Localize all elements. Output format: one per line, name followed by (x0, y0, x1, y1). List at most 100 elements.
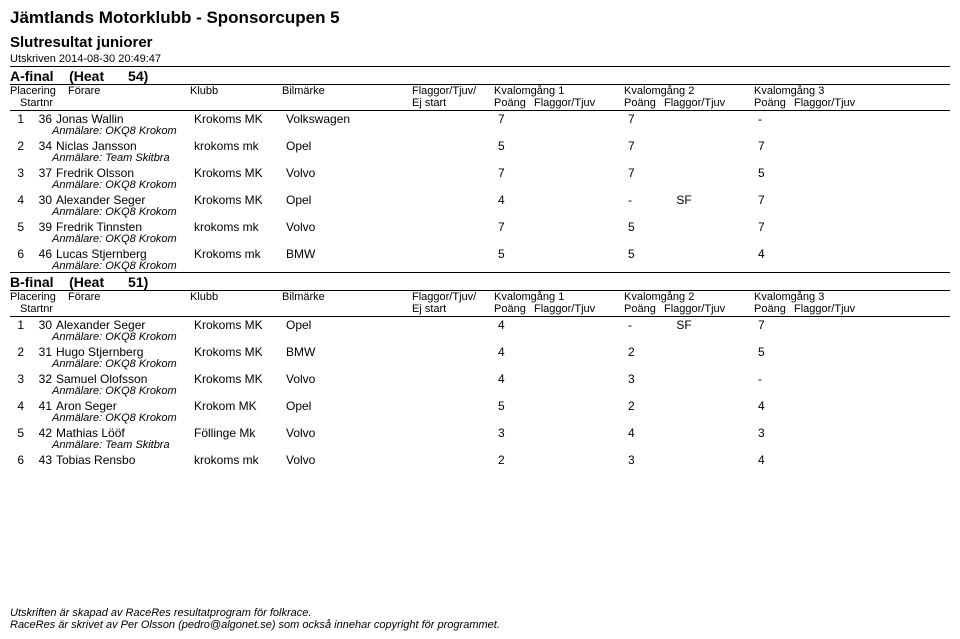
col-ejstart: Ej start (412, 303, 494, 315)
kval-flag (534, 166, 628, 180)
kval-flag (794, 112, 888, 126)
col-kval-3: Kvalomgång 3 (754, 291, 884, 303)
cell-startnr: 39 (28, 220, 56, 234)
kval-cell: - SF (628, 318, 758, 332)
kval-cell: - (758, 372, 888, 386)
kval-cell: 5 (498, 399, 628, 413)
cell-bilmarke: Volvo (286, 372, 416, 386)
kval-flag (794, 318, 888, 332)
heat-label: (Heat (69, 274, 104, 290)
kval-flag (794, 220, 888, 234)
col-kval-3: Kvalomgång 3 (754, 85, 884, 97)
col-bilmarke: Bilmärke (282, 85, 412, 109)
kval-flag (534, 193, 628, 207)
col-placering: Placering (10, 85, 68, 97)
cell-forare: Alexander Seger (56, 193, 194, 207)
col-ejstart: Ej start (412, 97, 494, 109)
cell-startnr: 30 (28, 318, 56, 332)
col-poang: Poäng (754, 97, 794, 109)
kval-poang: 5 (628, 247, 664, 261)
result-row: 3 32 Samuel Olofsson Krokoms MK Volvo 4 … (10, 371, 950, 386)
cell-forare: Jonas Wallin (56, 112, 194, 126)
cell-bilmarke: Opel (286, 318, 416, 332)
kval-cell: 7 (758, 220, 888, 234)
result-row: 6 46 Lucas Stjernberg Krokoms mk BMW 5 5… (10, 246, 950, 261)
result-row: 2 34 Niclas Jansson krokoms mk Opel 5 7 … (10, 138, 950, 153)
kval-cell: 7 (628, 139, 758, 153)
kval-poang: 2 (498, 453, 534, 467)
cell-startnr: 30 (28, 193, 56, 207)
cell-forare: Samuel Olofsson (56, 372, 194, 386)
kval-flag (534, 372, 628, 386)
cell-placering: 2 (10, 139, 28, 153)
kval-flag (664, 220, 758, 234)
kval-cell: 5 (498, 247, 628, 261)
kval-poang: - (758, 372, 794, 386)
col-bilmarke: Bilmärke (282, 291, 412, 315)
cell-placering: 5 (10, 426, 28, 440)
kval-poang: 7 (628, 166, 664, 180)
cell-forare: Niclas Jansson (56, 139, 194, 153)
kval-flag (794, 426, 888, 440)
kval-cell: 4 (758, 453, 888, 467)
kval-cell: 2 (628, 345, 758, 359)
cell-placering: 1 (10, 318, 28, 332)
kval-cell: 5 (628, 247, 758, 261)
page-title: Jämtlands Motorklubb - Sponsorcupen 5 (10, 8, 950, 28)
kval-flag (534, 247, 628, 261)
kval-flag (534, 112, 628, 126)
kval-poang: 7 (758, 220, 794, 234)
cell-klubb: Krokom MK (194, 399, 286, 413)
cell-forare: Lucas Stjernberg (56, 247, 194, 261)
heat-no: 54) (128, 68, 148, 84)
kval-cell: 2 (628, 399, 758, 413)
heat-no: 51) (128, 274, 148, 290)
kval-flag (664, 166, 758, 180)
anmalare-line: Anmälare: OKQ8 Krokom (10, 206, 950, 218)
kval-poang: 3 (498, 426, 534, 440)
heat-header: B-final (Heat 51) (10, 272, 950, 291)
cell-klubb: Krokoms MK (194, 345, 286, 359)
anmalare-line: Anmälare: OKQ8 Krokom (10, 125, 950, 137)
cell-startnr: 42 (28, 426, 56, 440)
cell-placering: 6 (10, 247, 28, 261)
kval-cell: 7 (498, 166, 628, 180)
anmalare-line: Anmälare: OKQ8 Krokom (10, 331, 950, 343)
kval-flag (664, 399, 758, 413)
kval-cell: 3 (498, 426, 628, 440)
kval-flag (794, 453, 888, 467)
col-flaggor-tjuv: Flaggor/Tjuv (794, 303, 884, 315)
kval-flag (534, 345, 628, 359)
kval-poang: 4 (498, 193, 534, 207)
col-flaggor-tjuv: Flaggor/Tjuv (664, 97, 754, 109)
kval-poang: 7 (628, 139, 664, 153)
cell-klubb: Krokoms mk (194, 247, 286, 261)
col-poang: Poäng (624, 97, 664, 109)
cell-klubb: Krokoms MK (194, 166, 286, 180)
col-kval-1: Kvalomgång 1 (494, 291, 624, 303)
page-subtitle: Slutresultat juniorer (10, 34, 950, 51)
cell-startnr: 43 (28, 453, 56, 467)
kval-poang: 5 (758, 166, 794, 180)
kval-poang: 5 (628, 220, 664, 234)
kval-poang: 7 (498, 166, 534, 180)
col-placering: Placering (10, 291, 68, 303)
anmalare-line: Anmälare: Team Skitbra (10, 439, 950, 451)
kval-poang: 3 (628, 372, 664, 386)
footer-line-1: Utskriften är skapad av RaceRes resultat… (10, 607, 500, 619)
cell-placering: 3 (10, 166, 28, 180)
heat-name: A-final (10, 68, 54, 84)
kval-flag (664, 247, 758, 261)
anmalare-line: Anmälare: OKQ8 Krokom (10, 260, 950, 272)
kval-flag (664, 345, 758, 359)
heats-container: A-final (Heat 54) Placering Startnr Föra… (10, 66, 950, 467)
cell-klubb: krokoms mk (194, 139, 286, 153)
kval-poang: 4 (498, 345, 534, 359)
kval-cell: 4 (498, 193, 628, 207)
cell-klubb: Krokoms MK (194, 318, 286, 332)
cell-klubb: krokoms mk (194, 453, 286, 467)
heat-label: (Heat (69, 68, 104, 84)
cell-startnr: 31 (28, 345, 56, 359)
col-flaggor: Flaggor/Tjuv/ (412, 291, 494, 303)
kval-cell: 4 (758, 247, 888, 261)
